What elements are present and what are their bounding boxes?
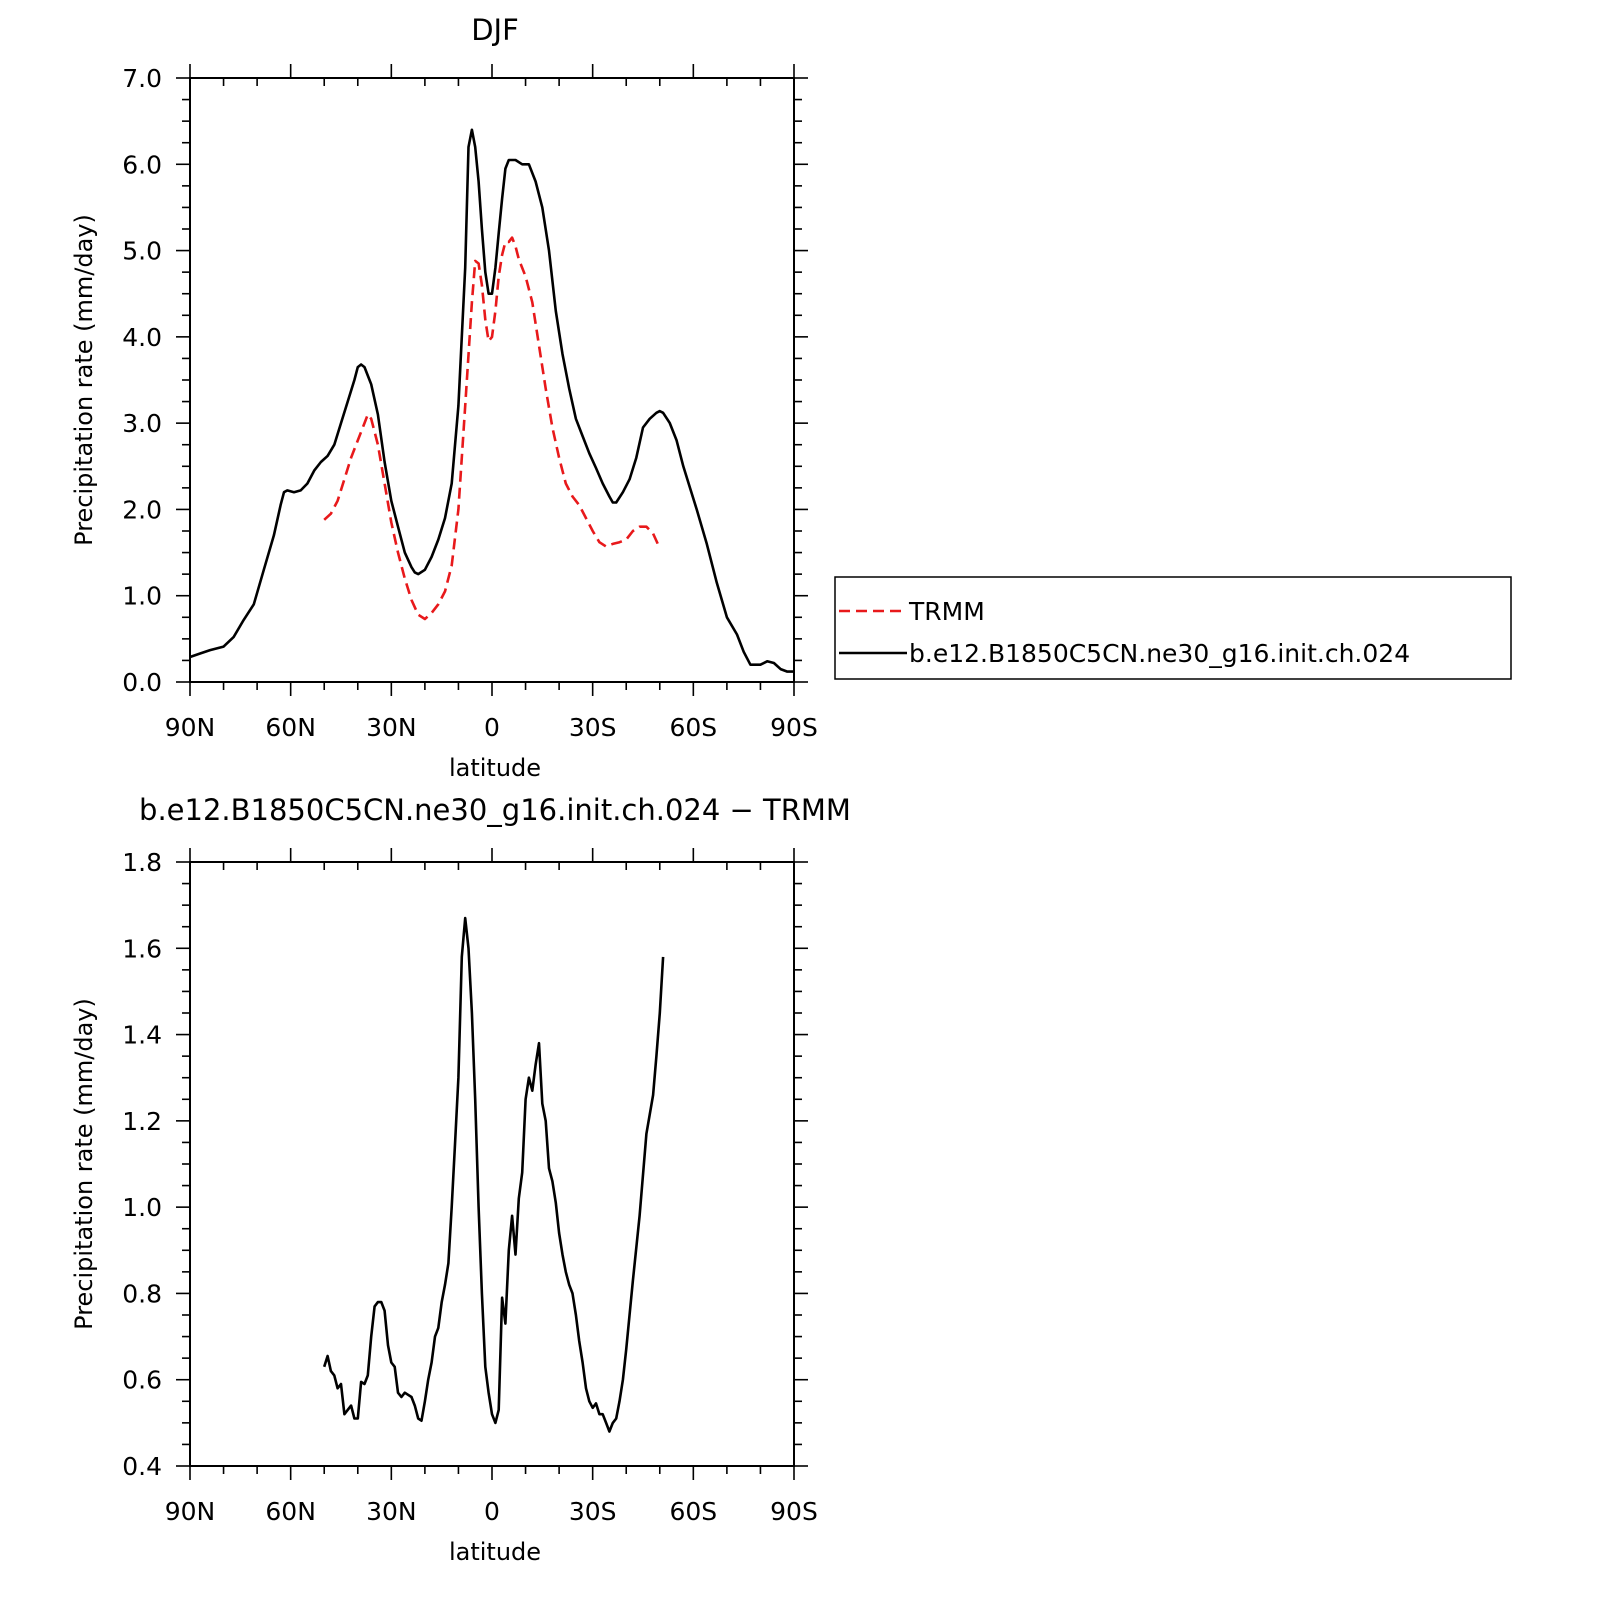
- legend-box: [834, 576, 1512, 680]
- top-x-tick-label: 90S: [770, 713, 818, 742]
- top-ticks: 90N 60N 30N 0 30S 60S 90S 0.0 1.0 2.0 3.0 4.0 5.0 6.0…: [122, 64, 818, 742]
- bottom-y-tick-label: 0.8: [122, 1279, 162, 1308]
- bottom-y-axis-label: Precipitation rate (mm/day): [70, 998, 98, 1330]
- top-x-axis-label: latitude: [449, 754, 541, 782]
- bottom-plot-frame: [189, 861, 795, 1467]
- top-panel: DJF 90N 60N 30N 0 30S 60S 90S 0.0 1.0 2.0 3.0 4.0 5.…: [70, 13, 818, 782]
- bottom-x-tick-label: 60N: [265, 1497, 316, 1526]
- bottom-chart-title: b.e12.B1850C5CN.ne30_g16.init.ch.024 − T…: [139, 793, 851, 827]
- top-y-tick-label: 2.0: [122, 495, 162, 524]
- legend-label-model: b.e12.B1850C5CN.ne30_g16.init.ch.024: [909, 639, 1410, 668]
- top-x-tick-label: 60N: [265, 713, 316, 742]
- top-x-tick-label: 90N: [165, 713, 216, 742]
- bottom-x-tick-label: 30S: [569, 1497, 617, 1526]
- top-series-line-model: [189, 128, 794, 673]
- bottom-y-tick-label: 1.0: [122, 1193, 162, 1222]
- bottom-y-tick-label: 1.6: [122, 934, 162, 963]
- bottom-series-line-model: [322, 916, 665, 1433]
- top-y-tick-label: 6.0: [122, 150, 162, 179]
- bottom-x-tick-label: 90S: [770, 1497, 818, 1526]
- top-y-axis-label: Precipitation rate (mm/day): [70, 214, 98, 546]
- top-y-tick-label: 0.0: [122, 668, 162, 697]
- top-plot-frame: [189, 77, 795, 683]
- bottom-y-tick-label: 0.4: [122, 1452, 162, 1481]
- bottom-y-tick-label: 0.6: [122, 1366, 162, 1395]
- top-y-tick-label: 7.0: [122, 64, 162, 93]
- top-y-tick-label: 1.0: [122, 582, 162, 611]
- top-y-tick-label: 5.0: [122, 237, 162, 266]
- bottom-y-tick-label: 1.2: [122, 1107, 162, 1136]
- bottom-x-axis-label: latitude: [449, 1538, 541, 1566]
- top-x-tick-label: 30N: [366, 713, 417, 742]
- bottom-x-tick-label: 60S: [669, 1497, 717, 1526]
- legend-label-trmm: TRMM: [908, 597, 985, 626]
- top-series: [189, 128, 794, 673]
- top-series-line-trmm: [323, 236, 661, 621]
- top-x-tick-label: 30S: [569, 713, 617, 742]
- bottom-x-tick-label: 0: [484, 1497, 500, 1526]
- top-x-tick-label: 0: [484, 713, 500, 742]
- bottom-ticks: 90N 60N 30N 0 30S 60S 90S 0.4 0.6 0.8 1.0 1.2 1.4 1.6…: [122, 848, 818, 1526]
- top-x-tick-label: 60S: [669, 713, 717, 742]
- bottom-y-tick-label: 1.8: [122, 848, 162, 877]
- bottom-panel: b.e12.B1850C5CN.ne30_g16.init.ch.024 − T…: [70, 793, 851, 1566]
- top-chart-title: DJF: [471, 13, 519, 47]
- top-y-tick-label: 3.0: [122, 409, 162, 438]
- bottom-y-tick-label: 1.4: [122, 1021, 162, 1050]
- bottom-x-tick-label: 90N: [165, 1497, 216, 1526]
- top-y-tick-label: 4.0: [122, 323, 162, 352]
- bottom-x-tick-label: 30N: [366, 1497, 417, 1526]
- bottom-series: [322, 916, 665, 1433]
- legend: TRMM b.e12.B1850C5CN.ne30_g16.init.ch.02…: [834, 576, 1512, 680]
